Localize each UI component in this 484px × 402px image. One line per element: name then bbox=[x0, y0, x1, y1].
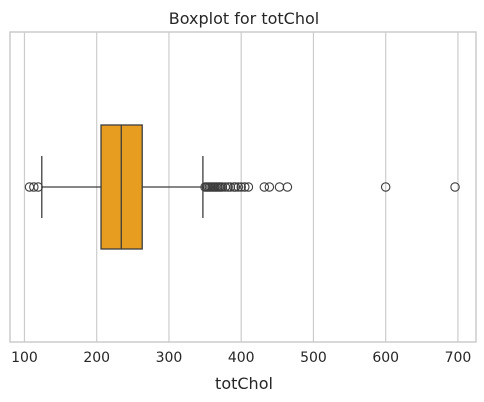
x-tick-label: 200 bbox=[83, 350, 110, 366]
x-axis-label: totChol bbox=[215, 374, 273, 393]
x-axis-ticks: 100 200 300 400 500 600 700 bbox=[11, 350, 471, 366]
chart-title: Boxplot for totChol bbox=[169, 9, 319, 28]
x-tick-label: 100 bbox=[11, 350, 38, 366]
x-tick-label: 700 bbox=[445, 350, 472, 366]
outlier-point bbox=[283, 183, 291, 191]
x-tick-label: 400 bbox=[228, 350, 255, 366]
outlier-point bbox=[265, 183, 273, 191]
x-tick-label: 300 bbox=[156, 350, 183, 366]
box bbox=[101, 125, 142, 249]
x-tick-label: 600 bbox=[372, 350, 399, 366]
x-tick-label: 500 bbox=[300, 350, 327, 366]
outlier-point bbox=[275, 183, 283, 191]
outlier-point bbox=[260, 183, 268, 191]
